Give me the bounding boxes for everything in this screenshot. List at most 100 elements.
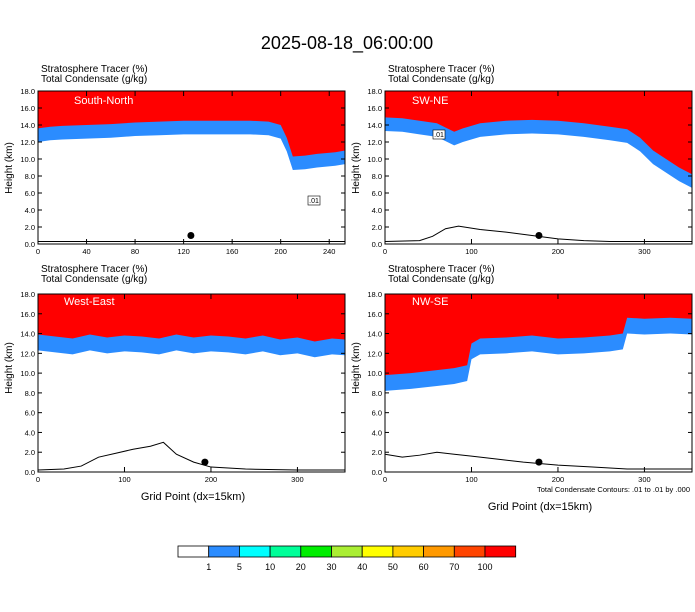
y-tick-label: 4.0 xyxy=(372,206,382,215)
x-tick-label: 200 xyxy=(205,475,218,484)
y-tick-label: 0.0 xyxy=(25,468,35,477)
y-tick-label: 4.0 xyxy=(372,428,382,437)
colorbar-swatch xyxy=(423,545,455,558)
contour-label-box xyxy=(307,195,321,206)
y-tick-label: 10.0 xyxy=(20,155,35,164)
panel-label: SW-NE xyxy=(412,95,448,107)
panel-label: NW-SE xyxy=(412,296,448,308)
y-tick-label: 12.0 xyxy=(367,349,382,358)
contour-label: .01 xyxy=(309,198,319,205)
contour-footnote: Total Condensate Contours: .01 to .01 by… xyxy=(537,485,690,494)
panel-label: South-North xyxy=(74,95,133,107)
y-tick-label: 16.0 xyxy=(367,104,382,113)
colorbar-swatch xyxy=(269,545,302,558)
colorbar-label: 1 xyxy=(206,562,211,572)
tracer-core xyxy=(38,294,345,342)
x-axis-label: Grid Point (dx=15km) xyxy=(141,491,245,503)
terrain-line xyxy=(385,451,692,470)
colorbar-swatch xyxy=(238,545,271,558)
x-tick-label: 0 xyxy=(383,247,387,256)
colorbar-label: 50 xyxy=(388,562,398,572)
colorbar-label: 20 xyxy=(296,562,306,572)
y-tick-label: 16.0 xyxy=(20,104,35,113)
y-tick-label: 2.0 xyxy=(25,448,35,457)
y-axis-label: Height (km) xyxy=(4,342,15,394)
y-tick-label: 8.0 xyxy=(25,389,35,398)
y-tick-label: 14.0 xyxy=(20,330,35,339)
x-tick-label: 100 xyxy=(118,475,131,484)
colorbar-swatch xyxy=(453,545,486,558)
y-tick-label: 0.0 xyxy=(25,240,35,249)
tracer-core xyxy=(385,91,692,175)
colorbar-swatch xyxy=(484,545,517,558)
colorbar-swatch xyxy=(392,545,424,558)
x-tick-label: 300 xyxy=(291,475,304,484)
plot-frame xyxy=(384,90,693,245)
tracer-core xyxy=(38,91,345,157)
y-tick-label: 2.0 xyxy=(372,448,382,457)
x-tick-label: 0 xyxy=(36,247,40,256)
panel-field-label-tracer: Stratosphere Tracer (%) xyxy=(388,264,495,275)
terrain-line xyxy=(385,225,692,242)
plot-area: 0.0 2.0 4.0 6.0 8.0 10.0 12.0 14.0 16.0 18.0 0 100 2… xyxy=(20,290,346,484)
panel-field-label-tracer: Stratosphere Tracer (%) xyxy=(41,264,148,275)
x-tick-label: 80 xyxy=(131,247,139,256)
x-tick-label: 200 xyxy=(552,247,565,256)
location-marker xyxy=(535,232,543,239)
y-tick-label: 16.0 xyxy=(367,310,382,319)
colorbar-label: 5 xyxy=(237,562,242,572)
terrain-line xyxy=(38,441,345,471)
panel-field-label-condensate: Total Condensate (g/kg) xyxy=(41,274,147,285)
plot-area: 0.0 2.0 4.0 6.0 8.0 10.0 12.0 14.0 16.0 18.0 0 100 2… xyxy=(367,87,693,256)
y-tick-label: 10.0 xyxy=(367,155,382,164)
y-tick-label: 14.0 xyxy=(367,330,382,339)
colorbar-label: 30 xyxy=(326,562,336,572)
x-tick-label: 0 xyxy=(383,475,387,484)
y-tick-label: 8.0 xyxy=(25,172,35,181)
x-tick-label: 200 xyxy=(274,247,287,256)
y-tick-label: 14.0 xyxy=(367,121,382,130)
y-axis-label: Height (km) xyxy=(351,142,362,194)
colorbar: 1 5 10 20 30 40 50 60 70 100 xyxy=(177,545,517,572)
panel-west-east: Stratosphere Tracer (%) Total Condensate… xyxy=(4,264,346,503)
y-tick-label: 0.0 xyxy=(372,240,382,249)
panel-field-label-condensate: Total Condensate (g/kg) xyxy=(388,274,494,285)
x-tick-label: 100 xyxy=(465,247,478,256)
x-tick-label: 100 xyxy=(465,475,478,484)
y-tick-label: 12.0 xyxy=(367,138,382,147)
y-tick-label: 4.0 xyxy=(25,206,35,215)
x-axis-label: Grid Point (dx=15km) xyxy=(488,501,592,513)
colorbar-swatch xyxy=(361,545,394,558)
panel-field-label-tracer: Stratosphere Tracer (%) xyxy=(41,64,148,75)
location-marker xyxy=(187,232,195,239)
panel-field-label-condensate: Total Condensate (g/kg) xyxy=(388,74,494,85)
location-marker xyxy=(201,458,209,466)
y-tick-label: 0.0 xyxy=(372,468,382,477)
colorbar-label: 60 xyxy=(419,562,429,572)
y-tick-label: 2.0 xyxy=(25,223,35,232)
plot-area: 0.0 2.0 4.0 6.0 8.0 10.0 12.0 14.0 16.0 18.0 0 40 80… xyxy=(20,87,346,256)
y-tick-label: 8.0 xyxy=(372,389,382,398)
y-tick-label: 6.0 xyxy=(25,189,35,198)
x-tick-label: 40 xyxy=(82,247,90,256)
colorbar-label: 100 xyxy=(477,562,492,572)
y-tick-label: 12.0 xyxy=(20,349,35,358)
panel-label: West-East xyxy=(64,296,115,308)
colorbar-swatch xyxy=(331,545,363,558)
figure-title: 2025-08-18_06:00:00 xyxy=(261,33,433,54)
panel-nw-se: Stratosphere Tracer (%) Total Condensate… xyxy=(351,264,693,513)
y-tick-label: 4.0 xyxy=(25,428,35,437)
x-tick-label: 300 xyxy=(638,475,651,484)
colorbar-label: 10 xyxy=(265,562,275,572)
y-axis-label: Height (km) xyxy=(351,342,362,394)
contour-label: .01 xyxy=(434,132,444,139)
tracer-core xyxy=(385,294,692,376)
y-tick-label: 18.0 xyxy=(367,87,382,96)
y-tick-label: 10.0 xyxy=(20,369,35,378)
y-tick-label: 14.0 xyxy=(20,121,35,130)
y-tick-label: 18.0 xyxy=(20,87,35,96)
x-tick-label: 160 xyxy=(226,247,239,256)
contour-label-box xyxy=(432,129,446,140)
y-tick-label: 6.0 xyxy=(372,189,382,198)
